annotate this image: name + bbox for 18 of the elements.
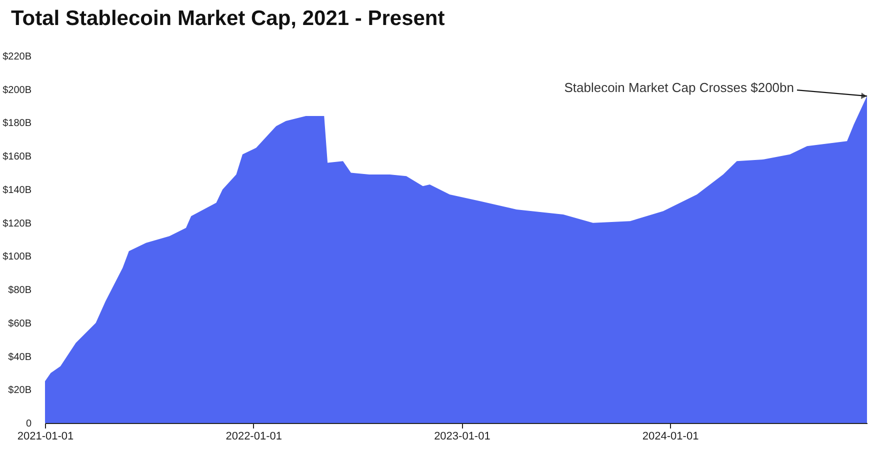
y-tick-label: $60B xyxy=(8,318,32,330)
y-tick-label: $140B xyxy=(2,184,32,196)
y-tick-label: $80B xyxy=(8,285,32,296)
x-tick-label: 2022-01-01 xyxy=(226,430,282,442)
x-tick-label: 2023-01-01 xyxy=(434,430,490,442)
y-tick-label: $200B xyxy=(2,84,32,96)
chart-title: Total Stablecoin Market Cap, 2021 - Present xyxy=(11,7,445,30)
x-tick-label: 2021-01-01 xyxy=(17,430,74,442)
annotation: Stablecoin Market Cap Crosses $200bn xyxy=(564,80,794,96)
y-tick-label: $120B xyxy=(2,218,32,230)
y-tick-label: $40B xyxy=(8,352,32,363)
y-tick-label: $220B xyxy=(2,52,32,62)
y-tick-label: $160B xyxy=(2,152,32,163)
y-tick-label: 0 xyxy=(26,418,32,430)
x-tick-label: 2024-01-01 xyxy=(642,430,699,442)
y-tick-label: $100B xyxy=(2,252,32,263)
y-tick-label: $20B xyxy=(8,385,32,396)
y-tick-label: $180B xyxy=(2,118,32,130)
